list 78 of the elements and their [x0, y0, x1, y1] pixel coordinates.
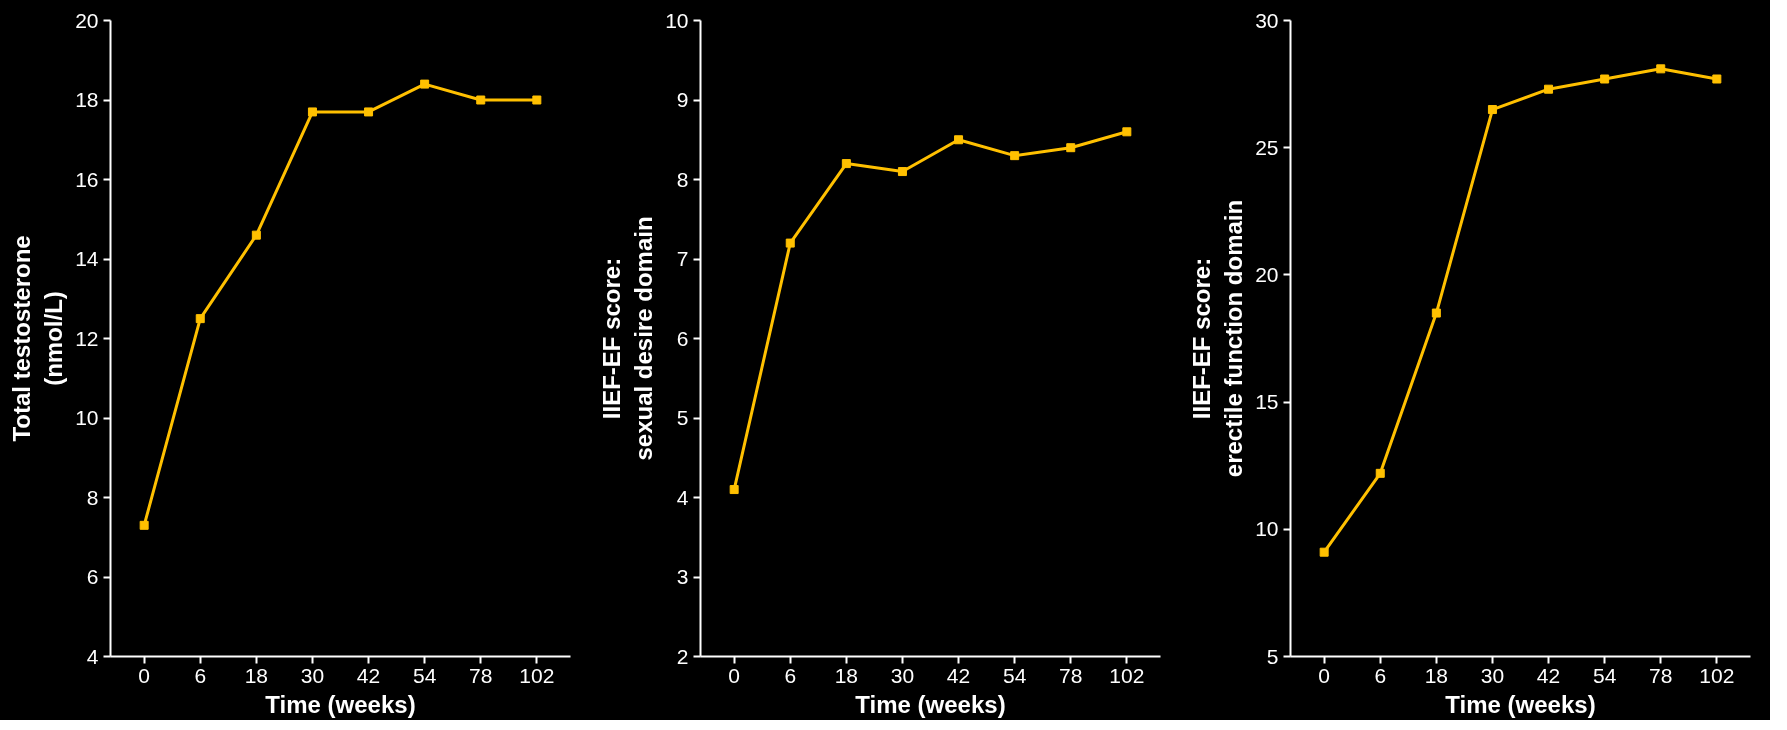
x-tick-label: 42 — [1536, 663, 1561, 687]
point — [1712, 74, 1722, 84]
point — [1066, 143, 1076, 153]
point — [1431, 308, 1441, 318]
x-tick-label: 102 — [1109, 663, 1145, 687]
x-tick-label: 30 — [890, 663, 915, 687]
y-tick-label: 3 — [676, 565, 689, 588]
point — [729, 485, 739, 495]
point — [1122, 127, 1132, 137]
x-tick-label: 0 — [728, 663, 741, 687]
x-tick-label: 54 — [1002, 663, 1027, 687]
y-tick-label: 16 — [75, 167, 99, 191]
x-tick-label: 102 — [1699, 663, 1735, 687]
x-tick-label: 102 — [519, 663, 555, 687]
x-tick-label: 30 — [300, 663, 325, 687]
y-tick-label: 10 — [75, 406, 99, 429]
y-axis-title: IIEF-EF score: sexual desire domain — [597, 216, 658, 461]
x-tick-label: 30 — [1480, 663, 1505, 687]
y-tick-label: 25 — [1255, 135, 1279, 159]
x-tick-label: 18 — [834, 663, 859, 687]
y-tick-label: 7 — [676, 247, 689, 270]
point — [420, 79, 430, 89]
y-tick-label: 8 — [86, 485, 99, 509]
x-tick-label: 0 — [1318, 663, 1331, 687]
x-axis-title: Time (weeks) — [855, 690, 1006, 718]
x-tick-label: 18 — [244, 663, 269, 687]
y-tick-label: 6 — [86, 565, 99, 588]
point — [1487, 105, 1497, 115]
x-tick-label: 78 — [469, 663, 493, 687]
y-tick-label: 18 — [75, 88, 99, 111]
point — [195, 314, 205, 324]
y-tick-label: 6 — [676, 326, 689, 350]
y-tick-label: 20 — [1255, 262, 1279, 286]
y-tick-label: 20 — [75, 8, 99, 32]
y-tick-label: 10 — [665, 8, 689, 32]
point — [139, 520, 149, 530]
point — [1656, 64, 1666, 74]
x-tick-label: 78 — [1649, 663, 1673, 687]
y-tick-label: 4 — [86, 644, 99, 668]
y-tick-label: 12 — [75, 326, 99, 350]
point — [476, 95, 486, 105]
y-tick-label: 9 — [676, 88, 689, 111]
x-tick-label: 6 — [1374, 663, 1387, 687]
y-tick-label: 30 — [1255, 8, 1279, 32]
x-tick-label: 0 — [138, 663, 151, 687]
point — [1010, 151, 1020, 161]
y-tick-label: 15 — [1255, 390, 1279, 414]
x-tick-label: 54 — [1592, 663, 1617, 687]
x-tick-label: 42 — [946, 663, 971, 687]
point — [954, 135, 964, 145]
y-tick-label: 8 — [676, 167, 689, 191]
point — [1544, 84, 1554, 94]
y-axis-title: Total testosterone (nmol/L) — [7, 235, 68, 442]
y-tick-label: 5 — [676, 406, 689, 429]
point — [1600, 74, 1610, 84]
x-tick-label: 54 — [412, 663, 437, 687]
x-tick-label: 78 — [1059, 663, 1083, 687]
point — [532, 95, 542, 105]
point — [251, 230, 261, 240]
x-axis-title: Time (weeks) — [1445, 690, 1596, 718]
point — [1375, 468, 1385, 478]
y-tick-label: 14 — [75, 247, 99, 270]
x-tick-label: 18 — [1424, 663, 1449, 687]
x-tick-label: 6 — [194, 663, 207, 687]
point — [307, 107, 317, 117]
x-tick-label: 42 — [356, 663, 381, 687]
y-tick-label: 5 — [1266, 644, 1279, 668]
x-tick-label: 6 — [784, 663, 797, 687]
point — [785, 238, 795, 248]
point — [364, 107, 374, 117]
y-tick-label: 4 — [676, 485, 689, 509]
x-axis-title: Time (weeks) — [265, 690, 416, 718]
y-tick-label: 2 — [676, 644, 689, 668]
point — [841, 159, 851, 169]
y-tick-label: 10 — [1255, 517, 1279, 541]
point — [897, 167, 907, 177]
y-axis-title: IIEF-EF score: erectile function domain — [1187, 199, 1248, 478]
point — [1319, 547, 1329, 557]
